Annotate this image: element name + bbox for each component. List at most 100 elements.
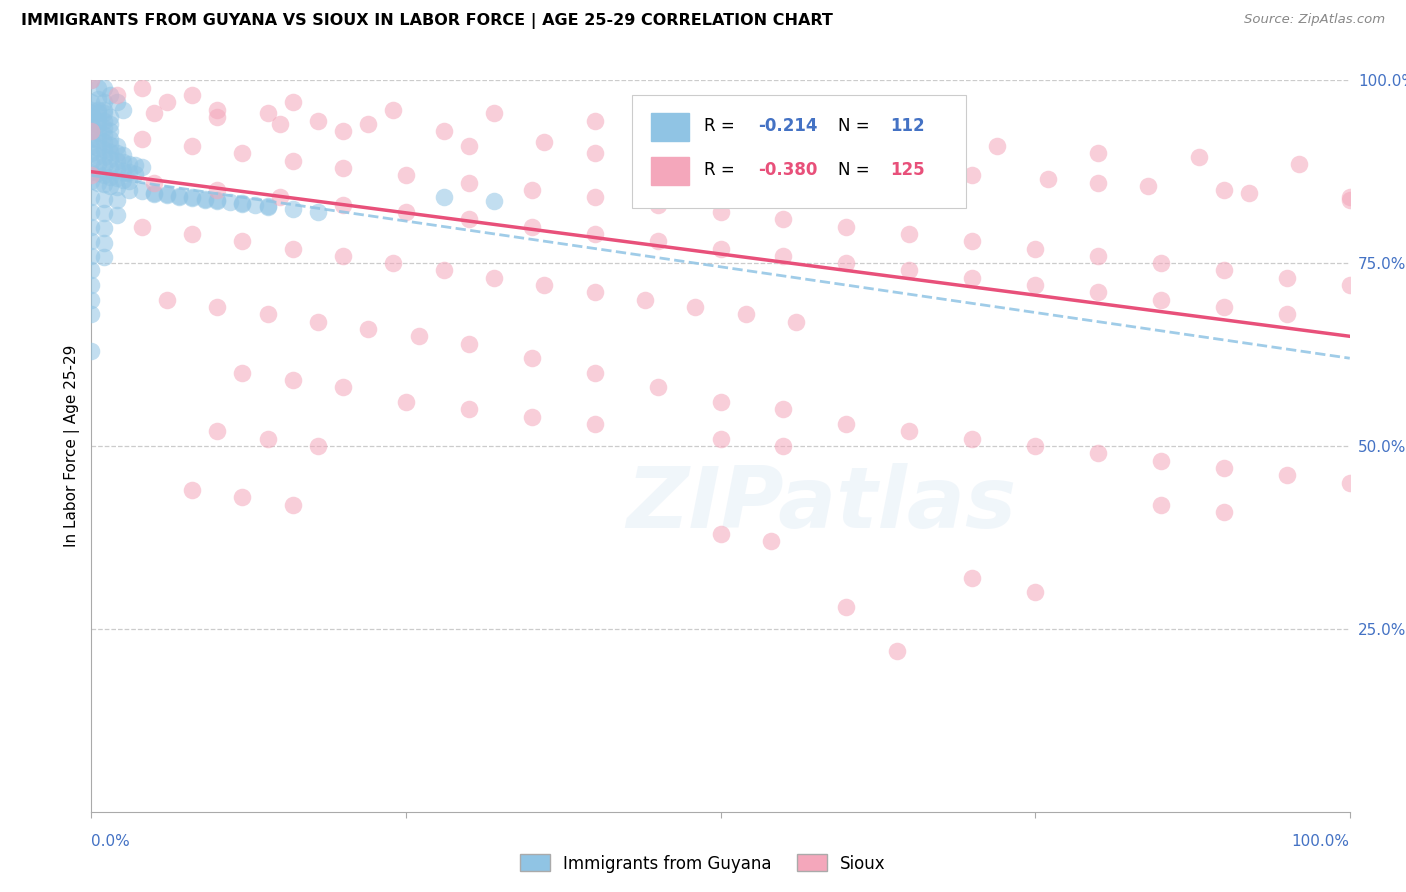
Point — [962, 234, 984, 248]
Point — [936, 164, 959, 178]
Point — [482, 194, 505, 208]
Point — [80, 293, 103, 307]
Point — [269, 117, 291, 131]
Legend: Immigrants from Guyana, Sioux: Immigrants from Guyana, Sioux — [513, 847, 893, 880]
Point — [93, 95, 115, 110]
Point — [86, 80, 108, 95]
Point — [86, 176, 108, 190]
Point — [118, 156, 141, 170]
Point — [205, 193, 228, 207]
Point — [124, 167, 146, 181]
Point — [205, 425, 228, 439]
Point — [520, 183, 543, 197]
Point — [647, 380, 669, 394]
Point — [533, 278, 555, 293]
Point — [332, 249, 354, 263]
Point — [80, 103, 103, 117]
Point — [1036, 172, 1059, 186]
Point — [80, 146, 103, 161]
Point — [93, 159, 115, 173]
Point — [86, 126, 108, 140]
Point — [181, 139, 204, 153]
Point — [105, 208, 128, 222]
Point — [520, 409, 543, 424]
Point — [835, 157, 858, 171]
Point — [583, 190, 606, 204]
Point — [1275, 270, 1298, 285]
Point — [332, 161, 354, 175]
Point — [1339, 475, 1361, 490]
Point — [835, 417, 858, 431]
Text: 0.0%: 0.0% — [91, 834, 131, 849]
Point — [281, 202, 304, 216]
Point — [734, 150, 756, 164]
Point — [1087, 146, 1109, 161]
Point — [332, 124, 354, 138]
Point — [533, 136, 555, 150]
Point — [647, 197, 669, 211]
Point — [93, 177, 115, 191]
Point — [256, 106, 278, 120]
Point — [962, 169, 984, 183]
Point — [898, 425, 921, 439]
Point — [80, 205, 103, 219]
Point — [131, 132, 153, 146]
Point — [457, 139, 479, 153]
Text: ZIPatlas: ZIPatlas — [626, 463, 1017, 546]
Point — [86, 133, 108, 147]
Point — [93, 235, 115, 250]
Point — [118, 165, 141, 179]
Point — [80, 110, 103, 124]
Point — [98, 132, 121, 146]
Point — [433, 263, 456, 277]
Point — [93, 103, 115, 117]
Point — [256, 199, 278, 213]
Point — [332, 197, 354, 211]
Point — [111, 103, 134, 117]
Point — [685, 300, 707, 314]
Point — [1024, 242, 1046, 256]
Point — [80, 106, 103, 120]
Point — [93, 143, 115, 157]
Point — [93, 120, 115, 135]
Text: -0.214: -0.214 — [758, 117, 818, 135]
Point — [1212, 300, 1236, 314]
Point — [357, 117, 380, 131]
Point — [382, 103, 405, 117]
Point — [143, 186, 166, 201]
Point — [131, 80, 153, 95]
Point — [1150, 256, 1173, 270]
Point — [105, 180, 128, 194]
Point — [1275, 307, 1298, 321]
Point — [111, 148, 134, 162]
Point — [772, 249, 794, 263]
Point — [583, 366, 606, 380]
Point — [98, 153, 121, 167]
Point — [86, 157, 108, 171]
Point — [111, 155, 134, 169]
Point — [80, 73, 103, 87]
Point — [143, 106, 166, 120]
Point — [772, 439, 794, 453]
Point — [80, 174, 103, 188]
Point — [93, 206, 115, 220]
Point — [131, 160, 153, 174]
Point — [205, 183, 228, 197]
Point — [583, 113, 606, 128]
Point — [772, 402, 794, 417]
Point — [105, 171, 128, 186]
Point — [98, 124, 121, 138]
Point — [105, 146, 128, 161]
Point — [98, 161, 121, 175]
Point — [482, 270, 505, 285]
Point — [962, 270, 984, 285]
Point — [80, 124, 103, 138]
Point — [1212, 461, 1236, 475]
Point — [205, 194, 228, 208]
Text: 112: 112 — [890, 117, 925, 135]
Point — [307, 205, 329, 219]
Point — [131, 219, 153, 234]
Point — [1188, 150, 1211, 164]
Point — [709, 205, 731, 219]
Point — [86, 148, 108, 162]
